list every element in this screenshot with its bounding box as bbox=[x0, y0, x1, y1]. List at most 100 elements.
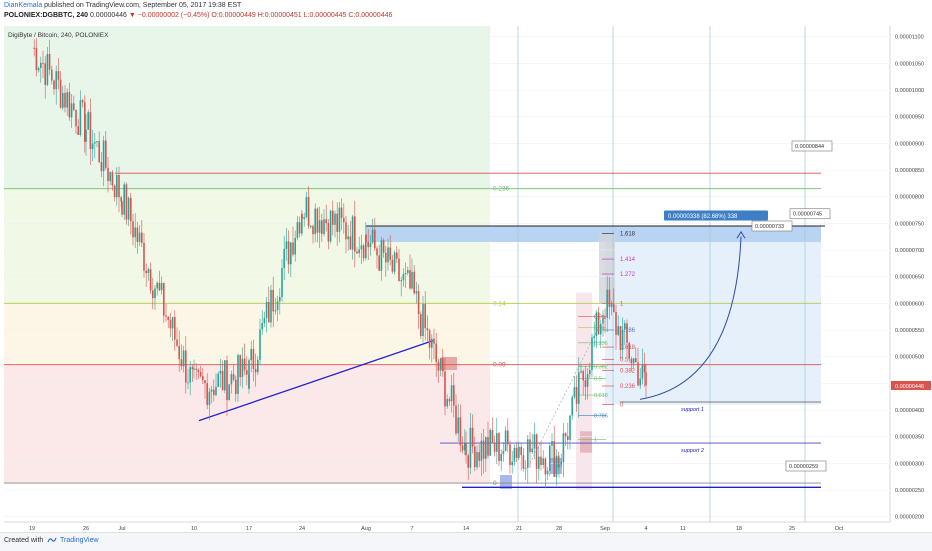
candle-body bbox=[193, 368, 195, 370]
candle-body bbox=[628, 342, 630, 359]
candle-body bbox=[464, 442, 466, 451]
price-callout bbox=[785, 460, 827, 472]
candle-body bbox=[604, 317, 606, 319]
target-band bbox=[366, 226, 821, 242]
candle-body bbox=[51, 69, 53, 81]
candle-body bbox=[310, 226, 312, 228]
candle-body bbox=[102, 140, 105, 172]
candle-body bbox=[471, 427, 474, 447]
candle-body bbox=[171, 317, 174, 329]
fib-level-label: 0.236 bbox=[493, 186, 510, 193]
candle-body bbox=[402, 274, 405, 281]
price-callout-label: 0.00000745 bbox=[793, 212, 822, 218]
candle-body bbox=[578, 372, 580, 404]
candle-body bbox=[66, 92, 68, 108]
candle-body bbox=[380, 240, 383, 271]
candle-body bbox=[500, 453, 502, 462]
candle-body bbox=[87, 112, 89, 130]
candle-body bbox=[33, 47, 35, 49]
marker-box-pink bbox=[580, 431, 592, 453]
candle-body bbox=[431, 338, 433, 348]
candle-body bbox=[509, 444, 511, 466]
candle-body bbox=[191, 367, 194, 370]
created-with-label: Created with bbox=[4, 537, 44, 544]
candle-body bbox=[152, 290, 154, 299]
candle-body bbox=[439, 358, 442, 371]
candle-body bbox=[215, 386, 217, 396]
y-tick-label: 0.00001000 bbox=[895, 88, 924, 94]
candle-body bbox=[504, 430, 507, 451]
y-tick-label: 0.00000700 bbox=[895, 248, 924, 254]
candle-body bbox=[294, 237, 296, 255]
y-tick-label: 0.00000850 bbox=[895, 168, 924, 174]
candle-body bbox=[113, 185, 116, 198]
candle-body bbox=[180, 359, 183, 367]
candle-body bbox=[206, 383, 208, 406]
y-tick-label: 0.00000350 bbox=[895, 435, 924, 441]
candle-body bbox=[498, 433, 500, 462]
vertical-zone-2 bbox=[599, 233, 615, 304]
candle-body bbox=[228, 384, 230, 401]
candle-body bbox=[347, 236, 349, 240]
candle-body bbox=[174, 317, 176, 340]
candle-body bbox=[208, 391, 211, 406]
y-tick-label: 0.00000950 bbox=[895, 115, 924, 121]
candle-body bbox=[283, 248, 285, 269]
candle-body bbox=[46, 53, 49, 85]
published-text: published on TradingView.com, September … bbox=[44, 2, 242, 9]
candle-body bbox=[428, 330, 431, 348]
fib-inner-label: 0.786 bbox=[594, 413, 608, 419]
author-link[interactable]: DianKemala bbox=[4, 2, 43, 9]
candle-body bbox=[226, 360, 228, 401]
projection-zone bbox=[605, 233, 821, 405]
candle-body bbox=[613, 304, 615, 313]
candle-body bbox=[404, 272, 407, 275]
candle-body bbox=[626, 323, 628, 343]
x-tick-label: 26 bbox=[83, 526, 89, 532]
symbol-label: POLONIEX:DGBBTC, 240 bbox=[4, 12, 89, 19]
candle-body bbox=[316, 208, 319, 233]
candle-body bbox=[257, 359, 259, 373]
candle-body bbox=[610, 304, 613, 308]
candle-body bbox=[465, 442, 467, 456]
candle-body bbox=[143, 242, 145, 271]
candle-body bbox=[580, 371, 582, 373]
candle-body bbox=[169, 320, 172, 329]
measure-tag bbox=[664, 210, 768, 221]
zone-green-upper bbox=[4, 26, 490, 189]
price-chart[interactable]: 0.236 0.14 0.09 0 support 1 support 2 1.618 1.4… bbox=[0, 0, 932, 532]
candle-body bbox=[469, 427, 472, 468]
candle-body bbox=[121, 201, 123, 215]
candle-body bbox=[358, 249, 360, 254]
zone-yellow bbox=[4, 303, 490, 365]
candle-body bbox=[459, 417, 462, 446]
tradingview-logo-icon bbox=[47, 537, 57, 543]
x-tick-label: 17 bbox=[246, 526, 252, 532]
candle-body bbox=[437, 361, 440, 371]
candle-body bbox=[323, 219, 325, 234]
candle-body bbox=[553, 441, 555, 477]
candle-body bbox=[136, 227, 139, 242]
candle-body bbox=[558, 464, 560, 468]
candle-body bbox=[387, 247, 389, 263]
candle-body bbox=[332, 210, 334, 225]
candle-body bbox=[595, 312, 598, 336]
candle-body bbox=[382, 240, 385, 253]
candle-body bbox=[529, 439, 531, 453]
candle-body bbox=[602, 317, 604, 324]
candle-body bbox=[641, 364, 644, 379]
candle-body bbox=[467, 455, 469, 468]
tradingview-brand[interactable]: TradingView bbox=[60, 537, 99, 544]
candle-body bbox=[511, 461, 513, 466]
y-tick-label: 0.00000200 bbox=[895, 515, 924, 521]
chart-header: DianKemala published on TradingView.com,… bbox=[0, 0, 932, 24]
candle-body bbox=[637, 362, 639, 386]
candle-body bbox=[571, 397, 573, 416]
candle-body bbox=[40, 62, 42, 69]
candle-body bbox=[327, 223, 330, 242]
candle-body bbox=[567, 436, 569, 440]
candle-body bbox=[178, 345, 180, 360]
candle-body bbox=[535, 434, 538, 469]
candle-body bbox=[422, 304, 424, 336]
